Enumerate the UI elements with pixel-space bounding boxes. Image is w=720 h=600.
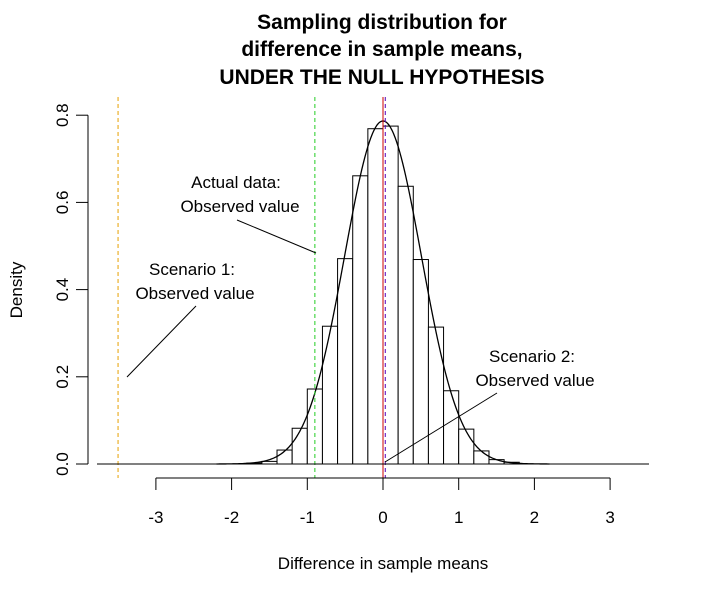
annotation-actual-line-2: Observed value bbox=[180, 197, 299, 216]
histogram-bar bbox=[321, 325, 339, 465]
histogram-bar bbox=[337, 258, 354, 465]
x-tick-label: -3 bbox=[148, 508, 163, 527]
annotation-actual-line-1: Actual data: bbox=[191, 173, 281, 192]
x-tick-label: 0 bbox=[378, 508, 387, 527]
histogram-bar bbox=[443, 390, 460, 465]
x-tick-label: 3 bbox=[605, 508, 614, 527]
annotation-s1-line-1: Scenario 1: bbox=[149, 260, 235, 279]
x-tick-label: -2 bbox=[224, 508, 239, 527]
reference-lines bbox=[117, 97, 386, 478]
histogram-bar bbox=[473, 450, 490, 465]
x-axis-label: Difference in sample means bbox=[278, 554, 488, 573]
x-tick-label: -1 bbox=[300, 508, 315, 527]
y-tick-label: 0.8 bbox=[53, 103, 72, 127]
histogram-bar bbox=[291, 427, 308, 465]
annotation-s1-pointer bbox=[126, 305, 197, 378]
annotation-scenario-2: Scenario 2: Observed value bbox=[384, 347, 595, 463]
title-line-2: difference in sample means, bbox=[241, 38, 522, 61]
y-axis-label: Density bbox=[7, 261, 26, 318]
y-tick-label: 0.4 bbox=[53, 278, 72, 302]
histogram-bar bbox=[352, 175, 369, 465]
annotation-s2-pointer bbox=[384, 392, 498, 463]
histogram-bar bbox=[412, 259, 429, 465]
title-line-3: UNDER THE NULL HYPOTHESIS bbox=[219, 66, 544, 89]
annotation-scenario-1: Scenario 1: Observed value bbox=[126, 260, 255, 378]
histogram-bar bbox=[458, 428, 475, 465]
y-tick-label: 0.6 bbox=[53, 191, 72, 215]
annotation-actual-data: Actual data: Observed value bbox=[180, 173, 317, 254]
histogram-bar bbox=[397, 185, 414, 465]
x-tick-label: 1 bbox=[454, 508, 463, 527]
title-line-1: Sampling distribution for bbox=[257, 11, 507, 34]
x-axis: -3 -2 -1 0 1 2 3 bbox=[148, 477, 615, 527]
chart-title: Sampling distribution for difference in … bbox=[219, 11, 544, 89]
annotation-s2-line-2: Observed value bbox=[475, 371, 594, 390]
histogram-bar bbox=[427, 326, 445, 465]
annotation-s2-line-1: Scenario 2: bbox=[489, 347, 575, 366]
histogram-bar bbox=[276, 449, 293, 465]
y-tick-label: 0.0 bbox=[53, 452, 72, 476]
annotation-s1-line-2: Observed value bbox=[135, 284, 254, 303]
histogram-bar bbox=[367, 128, 384, 465]
histogram-bars bbox=[246, 125, 520, 465]
y-axis: 0.0 0.2 0.4 0.6 0.8 bbox=[53, 103, 89, 476]
annotation-actual-pointer bbox=[236, 219, 317, 254]
y-tick-label: 0.2 bbox=[53, 365, 72, 389]
x-tick-label: 2 bbox=[530, 508, 539, 527]
